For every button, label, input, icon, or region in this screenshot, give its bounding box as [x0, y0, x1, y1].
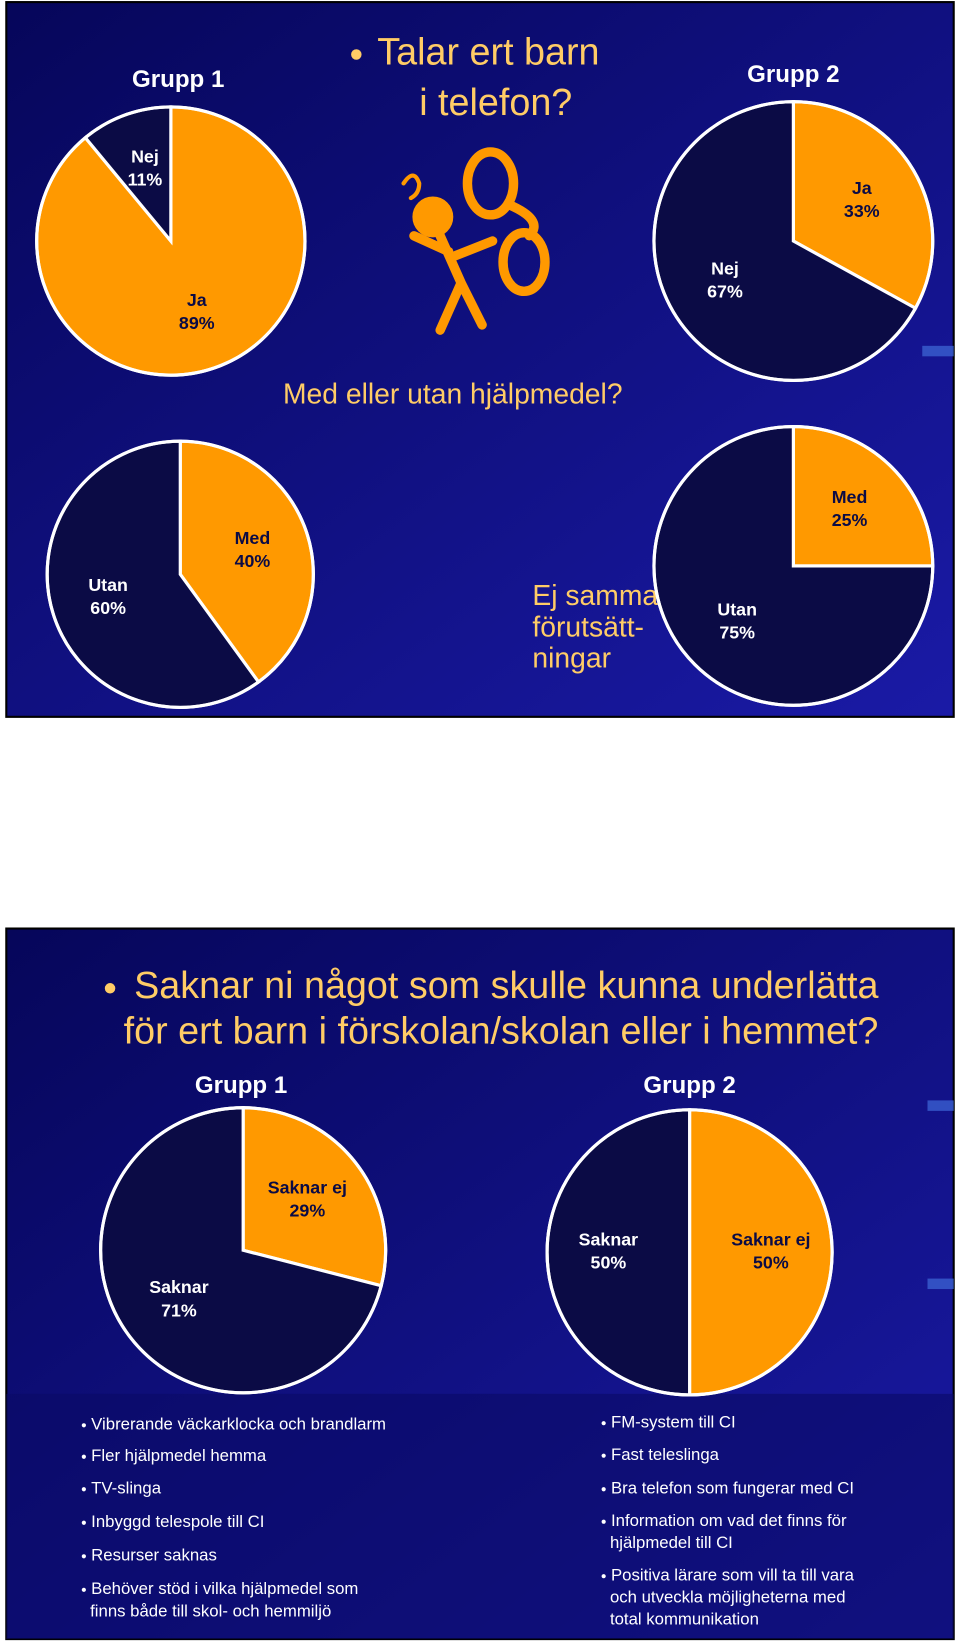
pie-outline — [45, 439, 315, 709]
bullet — [351, 49, 362, 60]
slice-label: Saknar — [149, 1277, 208, 1297]
slice-label: Ja — [852, 178, 873, 198]
list-item: Fler hjälpmedel hemma — [91, 1446, 267, 1465]
list-item: Behöver stöd i vilka hjälpmedel som — [91, 1579, 358, 1598]
list-bullet — [601, 1487, 606, 1492]
list-item: total kommunikation — [610, 1610, 759, 1629]
slice-value-label: 40% — [235, 551, 271, 571]
list-item: Bra telefon som fungerar med CI — [611, 1479, 854, 1498]
list-item: och utveckla möjligheterna med — [610, 1588, 846, 1607]
slice-label: Saknar ej — [731, 1230, 810, 1250]
list-item: Resurser saknas — [91, 1546, 217, 1565]
slice-label: Med — [235, 528, 271, 548]
slide-title: Saknar ni något som skulle kunna underlä… — [134, 964, 878, 1006]
pie-outline — [99, 1106, 388, 1395]
slice-value-label: 71% — [161, 1300, 197, 1320]
list-item: hjälpmedel till CI — [610, 1533, 733, 1552]
chart-title: Grupp 2 — [747, 61, 839, 88]
list-bullet — [81, 1454, 86, 1459]
slice-value-label: 25% — [832, 510, 868, 530]
slice-label: Utan — [717, 599, 757, 619]
list-item: TV-slinga — [91, 1479, 162, 1498]
list-item: Positiva lärare som vill ta till vara — [611, 1566, 855, 1585]
slice-value-label: 50% — [591, 1253, 627, 1273]
slice-label: Nej — [711, 259, 739, 279]
list-bullet — [601, 1421, 606, 1426]
list-item: Information om vad det finns för — [611, 1511, 847, 1530]
slice-value-label: 29% — [290, 1201, 326, 1221]
slide-title: i telefon? — [419, 81, 572, 123]
slice-label: Ja — [187, 290, 208, 310]
decor — [922, 345, 954, 1290]
slide-title: Talar ert barn — [377, 30, 599, 72]
list-panel — [6, 1393, 954, 1640]
list-bullet — [81, 1487, 86, 1492]
note: förutsätt- — [532, 610, 644, 642]
slice-value-label: 11% — [128, 169, 163, 189]
bullet — [104, 983, 116, 994]
phone-icon — [401, 147, 550, 335]
slide-title: för ert barn i förskolan/skolan eller i … — [124, 1009, 879, 1051]
pie-outline — [652, 100, 935, 382]
slice-value-label: 89% — [179, 313, 215, 333]
list-item: finns både till skol- och hemmiljö — [90, 1601, 331, 1620]
list-item: FM-system till CI — [611, 1413, 736, 1432]
list-item: Inbyggd telespole till CI — [91, 1512, 264, 1531]
slice-value-label: 75% — [719, 622, 755, 642]
slice-value-label: 60% — [90, 598, 126, 618]
list-bullet — [81, 1587, 86, 1592]
slice-value-label: 33% — [844, 201, 880, 221]
chart-title: Grupp 2 — [643, 1072, 735, 1099]
slice-label: Utan — [88, 575, 128, 595]
chart-title: Grupp 1 — [132, 66, 224, 93]
pie-outline — [35, 105, 307, 377]
list-bullet — [81, 1520, 86, 1525]
note: Ej samma — [532, 579, 658, 611]
list-bullet — [601, 1519, 606, 1524]
note: ningar — [532, 642, 611, 674]
list-bullet — [81, 1423, 86, 1428]
slice-value-label: 67% — [707, 282, 743, 302]
pie-outline — [545, 1108, 834, 1397]
list-bullet — [601, 1453, 606, 1458]
slice-value-label: 50% — [753, 1253, 789, 1273]
slice-label: Saknar — [579, 1230, 638, 1250]
list-bullet — [81, 1554, 86, 1559]
subtitle: Med eller utan hjälpmedel? — [283, 378, 623, 410]
slice-label: Med — [832, 487, 868, 507]
list-bullet — [601, 1574, 606, 1579]
slice-label: Saknar ej — [268, 1178, 347, 1198]
slice-label: Nej — [131, 146, 159, 166]
pie-outline — [652, 424, 935, 707]
list-item: Fast teleslinga — [611, 1445, 720, 1464]
list-item: Vibrerande väckarklocka och brandlarm — [91, 1415, 386, 1434]
chart-title: Grupp 1 — [195, 1072, 287, 1099]
